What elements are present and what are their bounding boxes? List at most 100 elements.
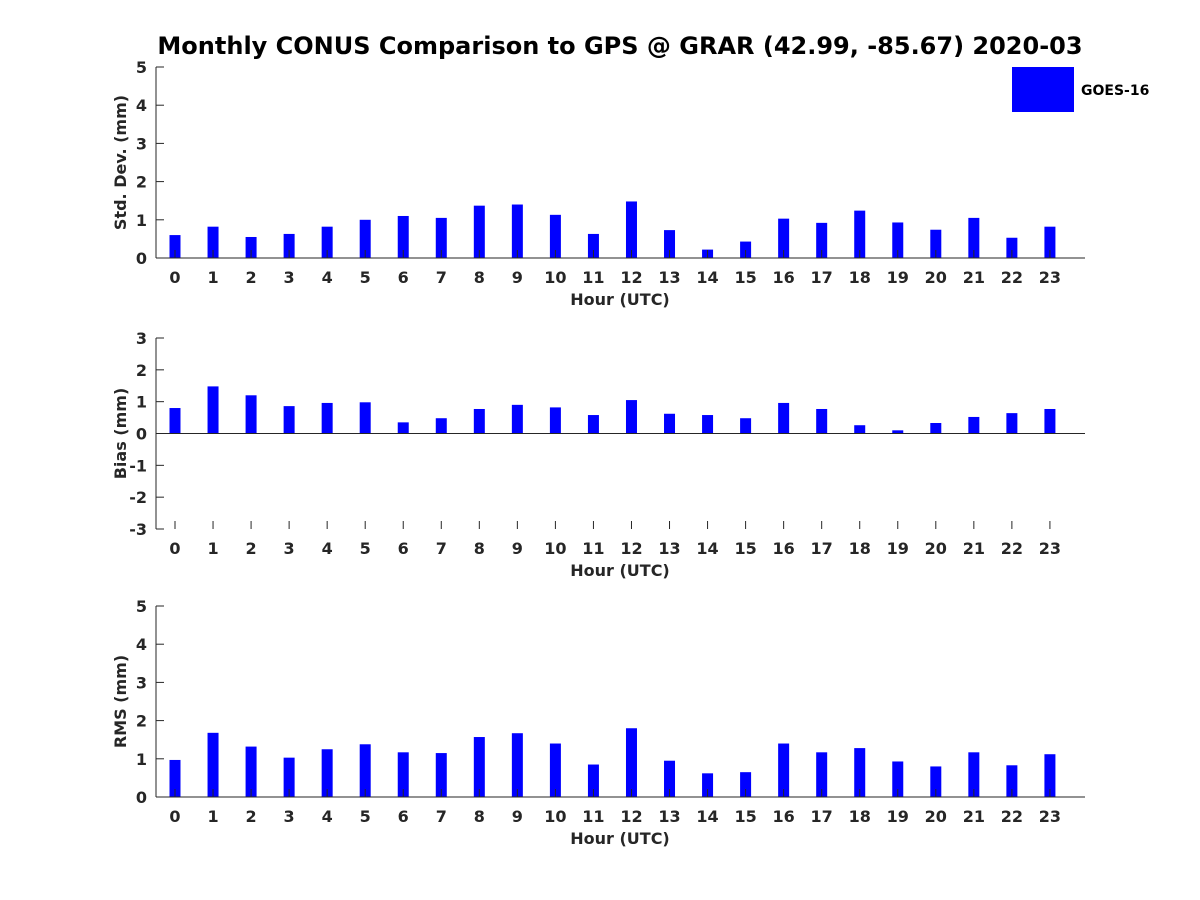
x-tick-label: 10: [544, 807, 566, 826]
y-axis-label: RMS (mm): [111, 655, 130, 748]
x-tick-label: 0: [169, 807, 180, 826]
x-tick-label: 15: [734, 807, 756, 826]
y-tick-label: 3: [136, 329, 147, 348]
x-tick-label: 6: [398, 539, 409, 558]
bar-hour-1: [207, 226, 219, 258]
x-tick-label: 21: [963, 268, 985, 287]
bar-hour-23: [1044, 408, 1056, 434]
x-tick-label: 11: [582, 268, 604, 287]
bar-hour-0: [169, 235, 181, 258]
bar-hour-13: [664, 413, 676, 434]
x-tick-label: 13: [658, 807, 680, 826]
bar-hour-21: [968, 416, 980, 434]
bar-hour-10: [549, 743, 561, 797]
bar-hour-20: [930, 423, 942, 434]
x-tick-label: 18: [849, 807, 871, 826]
bar-hour-13: [664, 230, 676, 258]
bar-hour-11: [587, 764, 599, 797]
x-tick-label: 22: [1001, 539, 1023, 558]
x-tick-label: 20: [925, 807, 947, 826]
x-tick-label: 5: [360, 539, 371, 558]
bar-hour-9: [511, 204, 523, 258]
x-tick-label: 1: [207, 807, 218, 826]
x-tick-label: 9: [512, 539, 523, 558]
chart-title: Monthly CONUS Comparison to GPS @ GRAR (…: [157, 32, 1082, 60]
bar-hour-5: [359, 219, 371, 258]
y-tick-label: 1: [136, 211, 147, 230]
bar-hour-3: [283, 233, 295, 258]
x-tick-label: 1: [207, 539, 218, 558]
x-tick-label: 21: [963, 539, 985, 558]
x-tick-label: 3: [284, 539, 295, 558]
y-axis-label: Bias (mm): [111, 388, 130, 480]
bar-hour-16: [778, 218, 790, 258]
bar-hour-19: [892, 761, 904, 797]
bar-hour-18: [854, 210, 866, 258]
bar-hour-8: [473, 737, 485, 797]
x-axis-label: Hour (UTC): [570, 290, 670, 309]
bar-hour-14: [702, 773, 714, 797]
bar-hour-3: [283, 406, 295, 434]
x-tick-label: 16: [773, 807, 795, 826]
bar-hour-3: [283, 757, 295, 797]
y-tick-label: 4: [136, 96, 147, 115]
x-tick-label: 17: [811, 268, 833, 287]
bar-hour-17: [816, 752, 828, 797]
bar-hour-21: [968, 217, 980, 258]
y-tick-label: 0: [136, 249, 147, 268]
x-tick-label: 6: [398, 268, 409, 287]
bar-hour-15: [740, 772, 752, 797]
x-tick-label: 17: [811, 807, 833, 826]
y-tick-label: 2: [136, 173, 147, 192]
x-tick-label: 18: [849, 539, 871, 558]
x-tick-label: 5: [360, 268, 371, 287]
x-tick-label: 6: [398, 807, 409, 826]
bar-hour-20: [930, 766, 942, 797]
bar-hour-1: [207, 732, 219, 797]
bar-hour-16: [778, 743, 790, 797]
bar-hour-1: [207, 386, 219, 434]
x-tick-label: 12: [620, 807, 642, 826]
x-tick-label: 19: [887, 807, 909, 826]
x-tick-label: 23: [1039, 268, 1061, 287]
x-tick-label: 4: [322, 268, 333, 287]
bar-hour-18: [854, 425, 866, 434]
x-tick-label: 19: [887, 268, 909, 287]
bar-hour-15: [740, 241, 752, 258]
x-tick-label: 8: [474, 539, 485, 558]
x-tick-label: 14: [696, 807, 718, 826]
bar-hour-0: [169, 408, 181, 434]
x-tick-label: 20: [925, 268, 947, 287]
bar-hour-22: [1006, 237, 1018, 258]
y-tick-label: -1: [129, 456, 147, 475]
bar-hour-15: [740, 418, 752, 434]
y-tick-label: 3: [136, 673, 147, 692]
bar-hour-7: [435, 753, 447, 797]
bar-hour-14: [702, 415, 714, 434]
x-tick-label: 15: [734, 539, 756, 558]
x-tick-label: 11: [582, 539, 604, 558]
bar-hour-11: [587, 233, 599, 258]
bar-hour-16: [778, 402, 790, 434]
bar-hour-6: [397, 422, 409, 434]
x-tick-label: 1: [207, 268, 218, 287]
x-tick-label: 7: [436, 539, 447, 558]
x-tick-label: 17: [811, 539, 833, 558]
bar-hour-2: [245, 746, 257, 797]
y-tick-label: -3: [129, 520, 147, 539]
bar-hour-8: [473, 205, 485, 258]
bar-hour-7: [435, 217, 447, 258]
x-tick-label: 18: [849, 268, 871, 287]
bar-hour-19: [892, 222, 904, 258]
y-axis-label: Std. Dev. (mm): [111, 95, 130, 230]
x-tick-label: 23: [1039, 539, 1061, 558]
x-tick-label: 2: [246, 268, 257, 287]
x-tick-label: 22: [1001, 268, 1023, 287]
x-tick-label: 12: [620, 539, 642, 558]
x-tick-label: 11: [582, 807, 604, 826]
x-tick-label: 13: [658, 268, 680, 287]
legend-label: GOES-16: [1081, 83, 1149, 99]
